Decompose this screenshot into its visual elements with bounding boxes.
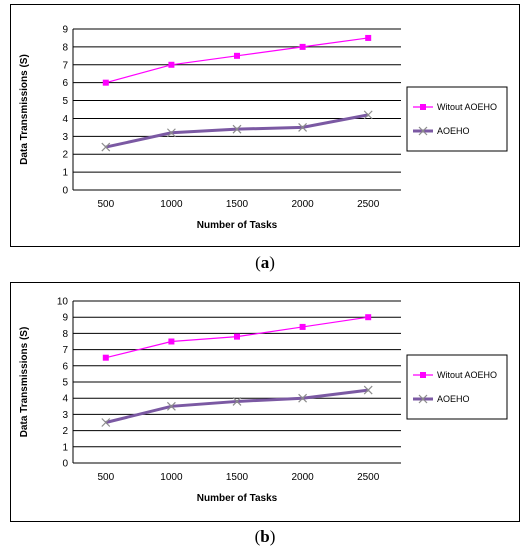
series-line-2 bbox=[105, 388, 369, 424]
legend-box bbox=[406, 354, 508, 420]
y-tick-label: 0 bbox=[62, 186, 68, 197]
chart-panel-a: 0 1 2 3 4 5 6 7 8 9 500 1000 1500 2000 2500 Number of T… bbox=[10, 4, 520, 247]
x-tick-label: 1500 bbox=[226, 199, 249, 210]
legend-swatch-marker-1 bbox=[420, 372, 426, 378]
y-tick-label: 0 bbox=[62, 459, 68, 470]
x-axis-title: Number of Tasks bbox=[197, 493, 278, 504]
legend-label-1: Witout AOEHO bbox=[437, 370, 497, 380]
x-tick-label: 500 bbox=[97, 199, 114, 210]
y-axis-title: Data Transmissions (S) bbox=[19, 54, 30, 165]
data-point-square bbox=[365, 34, 372, 41]
x-marker-stroke bbox=[418, 126, 428, 136]
series-line-1 bbox=[105, 37, 369, 84]
x-marker-stroke bbox=[363, 110, 373, 120]
y-tick-label: 8 bbox=[62, 42, 68, 53]
x-marker-stroke bbox=[166, 128, 176, 138]
caption-b: (b) bbox=[254, 527, 276, 546]
y-tick-label: 7 bbox=[62, 345, 68, 356]
x-marker-stroke bbox=[363, 385, 373, 395]
x-tick-label: 500 bbox=[97, 472, 114, 483]
chart-b: 0 1 2 3 4 5 6 7 8 9 10 500 1000 1500 2000 2500 Number of… bbox=[19, 297, 508, 504]
legend-swatch-marker-1 bbox=[420, 104, 426, 110]
y-tick-label: 9 bbox=[62, 313, 68, 324]
y-tick-label: 1 bbox=[62, 442, 68, 453]
x-marker-stroke bbox=[101, 418, 111, 427]
series-line-2 bbox=[105, 113, 369, 149]
x-tick-label: 2500 bbox=[357, 472, 380, 483]
y-tick-label: 6 bbox=[62, 361, 68, 372]
y-tick-label: 5 bbox=[62, 378, 68, 389]
data-point-square bbox=[102, 354, 109, 361]
data-point-square bbox=[299, 323, 306, 330]
x-marker-stroke bbox=[232, 124, 242, 134]
data-point-x bbox=[363, 110, 373, 120]
legend-swatch-marker-2 bbox=[418, 394, 428, 404]
x-marker-stroke bbox=[418, 394, 428, 404]
y-tick-label: 1 bbox=[62, 168, 68, 179]
x-tick-label: 2000 bbox=[291, 199, 314, 210]
data-point-square bbox=[299, 43, 306, 50]
chart-panel-b: 0 1 2 3 4 5 6 7 8 9 10 500 1000 1500 2000 2500 Number of… bbox=[10, 282, 520, 522]
x-marker-stroke bbox=[232, 397, 242, 406]
data-point-x bbox=[298, 393, 308, 403]
data-point-x bbox=[232, 124, 242, 134]
data-point-x bbox=[232, 397, 242, 406]
y-tick-label: 4 bbox=[62, 114, 68, 125]
y-tick-label: 4 bbox=[62, 394, 68, 405]
legend-box bbox=[406, 86, 508, 152]
y-tick-label: 2 bbox=[62, 426, 68, 437]
y-tick-label: 6 bbox=[62, 78, 68, 89]
y-tick-label: 5 bbox=[62, 96, 68, 107]
y-axis-title: Data Transmissions (S) bbox=[19, 327, 30, 438]
y-tick-label: 7 bbox=[62, 60, 68, 71]
caption-a: (a) bbox=[255, 253, 275, 272]
x-tick-label: 1500 bbox=[226, 472, 249, 483]
y-tick-label: 2 bbox=[62, 150, 68, 161]
x-tick-label: 1000 bbox=[160, 199, 183, 210]
x-marker-stroke bbox=[101, 142, 111, 152]
y-tick-label: 10 bbox=[57, 297, 69, 308]
data-point-square bbox=[102, 79, 109, 86]
data-point-x bbox=[101, 418, 111, 427]
y-tick-label: 9 bbox=[62, 25, 68, 36]
x-marker-stroke bbox=[298, 393, 308, 403]
data-point-x bbox=[298, 122, 308, 132]
data-point-square bbox=[234, 52, 240, 59]
data-point-square bbox=[365, 314, 372, 321]
y-tick-label: 3 bbox=[62, 410, 68, 421]
data-point-square bbox=[168, 338, 175, 345]
chart-a: 0 1 2 3 4 5 6 7 8 9 500 1000 1500 2000 2500 Number of T… bbox=[19, 25, 508, 231]
x-tick-label: 1000 bbox=[160, 472, 183, 483]
data-point-x bbox=[166, 401, 176, 411]
data-point-x bbox=[101, 142, 111, 152]
legend-label-2: AOEHO bbox=[437, 126, 470, 136]
data-point-square bbox=[168, 61, 175, 68]
legend-swatch-marker-2 bbox=[418, 126, 428, 136]
legend-label-2: AOEHO bbox=[437, 394, 470, 404]
x-tick-label: 2000 bbox=[291, 472, 314, 483]
data-point-x bbox=[363, 385, 373, 395]
x-marker-stroke bbox=[166, 401, 176, 411]
legend-label-1: Witout AOEHO bbox=[437, 102, 497, 112]
x-axis-title: Number of Tasks bbox=[197, 220, 278, 231]
y-tick-label: 3 bbox=[62, 132, 68, 143]
data-point-square bbox=[234, 333, 240, 340]
data-point-x bbox=[166, 128, 176, 138]
y-tick-label: 8 bbox=[62, 329, 68, 340]
x-marker-stroke bbox=[298, 122, 308, 132]
x-tick-label: 2500 bbox=[357, 199, 380, 210]
